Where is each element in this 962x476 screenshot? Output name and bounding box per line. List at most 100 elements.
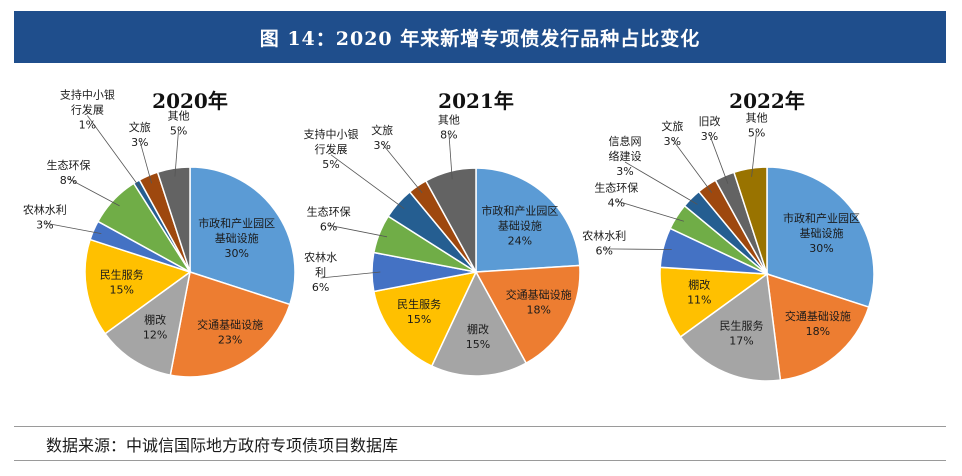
slice-label-2: 棚改 15% bbox=[466, 322, 490, 351]
slice-percent: 5% bbox=[322, 158, 339, 171]
pie-slice-3 bbox=[659, 266, 770, 338]
pie-slice-2 bbox=[104, 270, 192, 377]
charts-area: 2020年 市政和产业园区基础设施 30% 交通基础设施 23% 棚改 12% 民生服务 15%… bbox=[0, 70, 962, 422]
pie-slice-0 bbox=[766, 166, 875, 309]
slice-category: 农林水利 bbox=[582, 228, 626, 242]
slice-percent: 3% bbox=[373, 139, 390, 152]
slice-label-0: 市政和产业园区基础设施 30% bbox=[783, 211, 860, 255]
leader-line-8 bbox=[174, 129, 179, 177]
slice-category: 其他 bbox=[438, 114, 460, 127]
slice-category: 民生服务 bbox=[720, 318, 764, 332]
slice-percent: 30% bbox=[809, 242, 833, 255]
slice-category: 市政和产业园区 bbox=[198, 216, 275, 230]
slice-label-4: 农林水利 6% bbox=[304, 250, 337, 294]
chart-title: 2020年 bbox=[152, 89, 228, 113]
footer-rule-top bbox=[14, 426, 946, 427]
figure-title-banner: 图 14：2020 年来新增专项债发行品种占比变化 bbox=[14, 11, 946, 63]
slice-percent: 8% bbox=[60, 174, 77, 187]
slice-percent: 18% bbox=[526, 304, 550, 317]
leader-line-8 bbox=[709, 134, 729, 184]
slice-label-0: 市政和产业园区基础设施 30% bbox=[198, 216, 275, 260]
chart-title: 2022年 bbox=[729, 89, 805, 113]
leader-line-5 bbox=[68, 178, 120, 207]
pie-slice-1 bbox=[766, 272, 870, 381]
leader-line-5 bbox=[616, 200, 685, 222]
slice-percent: 15% bbox=[109, 284, 133, 297]
pie-slice-3 bbox=[84, 238, 192, 335]
slice-label-4: 农林水利 3% bbox=[23, 203, 67, 232]
pie-slice-2 bbox=[430, 270, 528, 377]
slice-label-5: 生态环保 4% bbox=[594, 180, 638, 209]
leader-line-5 bbox=[328, 224, 388, 238]
slice-category: 利 bbox=[315, 266, 326, 279]
slice-category: 信息网 bbox=[609, 134, 642, 148]
leader-line-6 bbox=[624, 161, 698, 205]
leader-line-7 bbox=[139, 140, 152, 184]
slice-category: 支持中小银 bbox=[304, 127, 359, 141]
slice-label-7: 文旅 3% bbox=[371, 123, 393, 152]
slice-label-4: 农林水利 6% bbox=[582, 228, 626, 257]
pie-slice-0 bbox=[475, 167, 581, 273]
slice-category: 棚改 bbox=[688, 277, 710, 291]
slice-percent: 3% bbox=[701, 130, 718, 143]
slice-percent: 15% bbox=[407, 313, 431, 326]
slice-category: 基础设施 bbox=[215, 232, 259, 245]
slice-category: 文旅 bbox=[129, 120, 151, 134]
slice-label-6: 信息网络建设 3% bbox=[609, 134, 642, 178]
slice-label-6: 支持中小银行发展 1% bbox=[60, 88, 115, 132]
slice-category: 基础设施 bbox=[800, 227, 844, 240]
pie-slice-3 bbox=[372, 270, 478, 368]
slice-percent: 17% bbox=[729, 334, 753, 347]
slice-percent: 6% bbox=[312, 281, 329, 294]
slice-percent: 3% bbox=[664, 135, 681, 148]
slice-percent: 1% bbox=[79, 119, 96, 132]
slice-label-7: 文旅 3% bbox=[661, 119, 683, 148]
slice-category: 生态环保 bbox=[307, 205, 351, 219]
slice-label-5: 生态环保 6% bbox=[307, 205, 351, 234]
slice-category: 行发展 bbox=[71, 103, 104, 117]
leader-line-7 bbox=[672, 139, 713, 193]
slice-label-7: 文旅 3% bbox=[129, 120, 151, 149]
slice-label-8: 其他 8% bbox=[438, 114, 460, 142]
slice-category: 民生服务 bbox=[100, 268, 144, 282]
slice-label-5: 生态环保 8% bbox=[47, 158, 91, 187]
slice-label-3: 民生服务 15% bbox=[397, 297, 441, 326]
slice-percent: 4% bbox=[608, 196, 625, 209]
slice-percent: 8% bbox=[440, 129, 457, 142]
footer-rule-bottom bbox=[14, 460, 946, 461]
leader-line-7 bbox=[381, 143, 423, 194]
slice-label-1: 交通基础设施 23% bbox=[197, 318, 263, 347]
slice-category: 棚改 bbox=[467, 322, 489, 336]
slice-label-2: 民生服务 17% bbox=[720, 318, 764, 347]
slice-category: 生态环保 bbox=[47, 158, 91, 172]
slice-category: 市政和产业园区 bbox=[783, 211, 860, 225]
slice-label-9: 其他 5% bbox=[746, 112, 768, 140]
slice-category: 农林水利 bbox=[23, 203, 67, 217]
slice-percent: 18% bbox=[806, 325, 830, 338]
slice-category: 其他 bbox=[168, 110, 190, 123]
slice-label-1: 交通基础设施 18% bbox=[785, 309, 851, 338]
pie-slice-0 bbox=[189, 166, 296, 306]
slice-percent: 30% bbox=[224, 247, 248, 260]
pie-slice-1 bbox=[169, 271, 291, 378]
slice-percent: 23% bbox=[218, 334, 242, 347]
figure-title: 图 14：2020 年来新增专项债发行品种占比变化 bbox=[259, 27, 701, 50]
slice-category: 文旅 bbox=[661, 119, 683, 133]
leader-line-8 bbox=[448, 133, 453, 180]
slice-category: 生态环保 bbox=[594, 180, 638, 194]
chart-title: 2021年 bbox=[438, 89, 514, 113]
slice-category: 交通基础设施 bbox=[506, 288, 572, 302]
slice-percent: 15% bbox=[466, 338, 490, 351]
slice-percent: 3% bbox=[616, 165, 633, 178]
slice-percent: 6% bbox=[595, 244, 612, 257]
slice-label-8: 其他 5% bbox=[168, 110, 190, 138]
pie-slice-2 bbox=[679, 272, 782, 382]
slice-category: 基础设施 bbox=[498, 220, 542, 233]
slice-percent: 12% bbox=[143, 329, 167, 342]
leader-line-4 bbox=[320, 271, 381, 279]
slice-category: 市政和产业园区 bbox=[481, 204, 558, 218]
slice-percent: 5% bbox=[170, 125, 187, 138]
